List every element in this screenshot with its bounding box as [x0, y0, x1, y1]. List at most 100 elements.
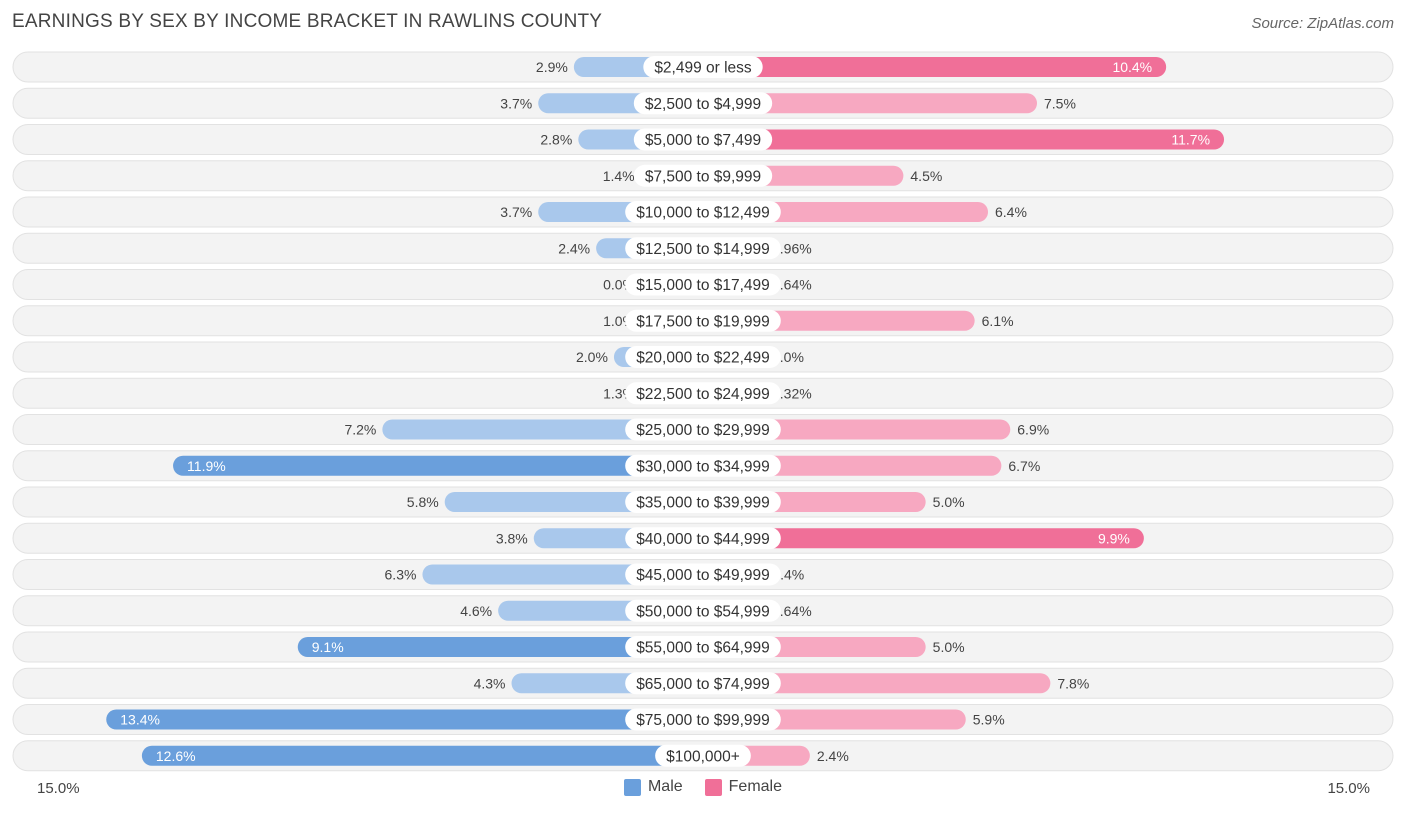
bar-female[interactable] [703, 129, 1225, 150]
legend-swatch-female [704, 778, 722, 796]
legend-label-male: Male [647, 778, 683, 795]
value-label-male: 11.9% [187, 458, 226, 474]
category-pill [633, 92, 773, 115]
value-label-female: 0.32% [772, 385, 812, 401]
chart-row: 2.8% 11.7% $5,000 to $7,499 [12, 124, 1394, 155]
category-label: $20,000 to $22,499 [636, 350, 770, 367]
category-label: $75,000 to $99,999 [636, 712, 770, 729]
value-label-female: 5.9% [973, 712, 1005, 728]
chart-row: 1.0% 6.1%$17,500 to $19,999 [12, 305, 1394, 337]
bar-male[interactable] [141, 745, 703, 766]
bar-male[interactable] [106, 709, 703, 730]
legend: Male Female [0, 778, 1406, 796]
axis-min-label: 15.0% [37, 780, 80, 797]
legend-item-male[interactable]: Male [623, 778, 683, 796]
category-pill [643, 56, 763, 78]
category-pill [625, 672, 781, 695]
value-label-male: 13.4% [120, 712, 160, 728]
bar-female[interactable] [703, 528, 1144, 549]
category-label: $55,000 to $64,999 [636, 640, 770, 657]
chart-row: 3.7% 6.4% $10,000 to $12,499 [12, 196, 1394, 228]
chart-row: 13.4% 5.9% $75,000 to $99,999 [12, 704, 1394, 735]
value-label-male: 6.3% [385, 567, 417, 583]
value-label-male: 3.7% [500, 204, 532, 220]
value-label-male: 2.0% [576, 349, 608, 365]
category-label: $15,000 to $17,499 [636, 277, 770, 294]
bar-male[interactable] [382, 419, 703, 440]
category-label: $35,000 to $39,999 [636, 495, 770, 512]
category-label: $40,000 to $44,999 [636, 531, 770, 548]
value-label-female: 6.7% [1008, 458, 1040, 474]
value-label-male: 9.1% [312, 639, 344, 655]
value-label-female: 1.4% [772, 567, 804, 583]
category-pill [625, 454, 781, 477]
value-label-female: 0.64% [772, 277, 812, 293]
value-label-male: 7.2% [344, 422, 376, 438]
legend-swatch-male [623, 778, 641, 796]
value-label-female: 7.5% [1044, 95, 1076, 111]
legend-item-female[interactable]: Female [704, 778, 782, 796]
value-label-male: 3.7% [500, 95, 532, 111]
value-label-female: 11.7% [1171, 132, 1210, 148]
category-pill [625, 708, 781, 731]
category-label: $45,000 to $49,999 [636, 567, 770, 584]
chart-row: 6.3% 1.4%$45,000 to $49,999 [12, 559, 1394, 590]
category-pill [625, 563, 781, 586]
category-label: $2,500 to $4,999 [645, 96, 761, 113]
value-label-female: 0.64% [772, 603, 812, 619]
chart-row: 3.8% 9.9% $40,000 to $44,999 [12, 522, 1394, 554]
chart-row: 0.0% 0.64%$15,000 to $17,499 [12, 269, 1394, 300]
category-label: $2,499 or less [654, 60, 752, 77]
value-label-female: 10.4% [1112, 59, 1152, 75]
category-label: $5,000 to $7,499 [645, 132, 761, 149]
category-pill [625, 346, 781, 368]
category-pill [625, 382, 781, 405]
value-label-male: 12.6% [156, 748, 196, 764]
category-pill [625, 491, 781, 513]
category-label: $50,000 to $54,999 [636, 603, 770, 620]
category-pill [633, 128, 773, 151]
category-label: $12,500 to $14,999 [636, 241, 770, 258]
chart-row: 3.7% 7.5% $2,500 to $4,999 [12, 87, 1394, 119]
chart-row: 4.3% 7.8% $65,000 to $74,999 [12, 667, 1394, 699]
category-pill [625, 527, 781, 550]
value-label-female: 5.0% [933, 639, 965, 655]
category-label: $22,500 to $24,999 [636, 386, 770, 403]
category-pill [625, 309, 781, 332]
value-label-female: 7.8% [1057, 675, 1089, 691]
bar-male[interactable] [173, 455, 703, 476]
value-label-female: 0.96% [772, 240, 812, 256]
chart-title: EARNINGS BY SEX BY INCOME BRACKET IN RAW… [12, 11, 603, 32]
chart-row: 11.9% 6.7% $30,000 to $34,999 [12, 450, 1394, 482]
value-label-male: 3.8% [496, 530, 528, 546]
chart-row: 4.6% 0.64%$50,000 to $54,999 [12, 595, 1394, 627]
value-label-female: 6.4% [995, 204, 1027, 220]
category-label: $65,000 to $74,999 [636, 676, 770, 693]
bar-female[interactable] [703, 673, 1051, 694]
category-pill [625, 201, 781, 223]
value-label-female: 9.9% [1098, 530, 1130, 546]
value-label-male: 2.8% [540, 132, 572, 148]
chart-row: 5.8% 5.0% $35,000 to $39,999 [12, 486, 1394, 518]
category-label: $25,000 to $29,999 [636, 422, 770, 439]
category-pill [625, 599, 781, 622]
bar-female[interactable] [703, 57, 1167, 77]
chart-row: 9.1% 5.0% $55,000 to $64,999 [12, 631, 1394, 663]
bar-female[interactable] [703, 419, 1011, 440]
bar-male[interactable] [297, 637, 703, 657]
category-pill [625, 237, 781, 260]
value-label-female: 6.1% [982, 313, 1014, 329]
value-label-male: 2.9% [536, 59, 568, 75]
bar-female[interactable] [703, 93, 1037, 114]
value-label-male: 4.6% [460, 603, 492, 619]
chart-row: 7.2% 6.9% $25,000 to $29,999 [12, 414, 1394, 445]
category-label: $30,000 to $34,999 [636, 458, 770, 475]
value-label-female: 4.5% [910, 168, 942, 184]
value-label-female: 2.4% [817, 748, 849, 764]
chart-row: 2.4% 0.96%$12,500 to $14,999 [12, 232, 1394, 264]
axis-max-label: 15.0% [1327, 780, 1370, 797]
category-label: $10,000 to $12,499 [636, 205, 770, 222]
category-pill [625, 273, 781, 296]
chart-row: 1.4% 4.5% $7,500 to $9,999 [12, 160, 1394, 192]
category-pill [625, 636, 781, 658]
